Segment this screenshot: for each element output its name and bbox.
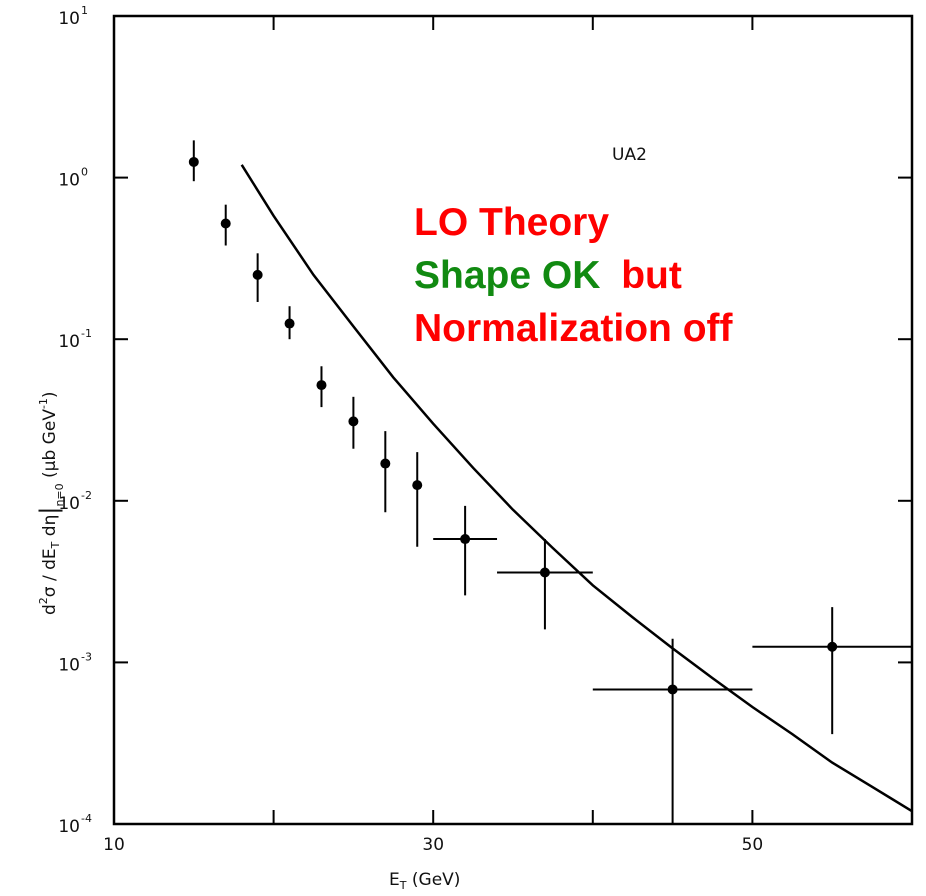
data-point — [827, 641, 838, 652]
data-point-group — [188, 140, 199, 182]
y-tick-label: 10 — [58, 655, 80, 675]
data-point — [252, 269, 263, 280]
data-point — [539, 567, 550, 578]
data-point-group — [497, 539, 593, 630]
annotation-line1: LO Theory — [414, 201, 609, 244]
data-point — [348, 416, 359, 427]
x-tick-label: 30 — [422, 835, 444, 855]
x-tick-label: 50 — [742, 835, 764, 855]
svg-text:ET (GeV): ET (GeV) — [389, 870, 460, 892]
annotation-shape-ok: Shape OK — [414, 254, 600, 297]
y-tick-label: 10 — [58, 171, 80, 191]
x-tick-label: 10 — [103, 835, 125, 855]
x-axis-title: ET (GeV) — [389, 870, 460, 892]
y-tick-exponent: 1 — [81, 4, 88, 17]
data-point-group — [348, 396, 359, 449]
y-tick-exponent: 0 — [81, 166, 88, 179]
y-tick-exponent: -4 — [81, 812, 92, 825]
annotation-block: LO Theory Shape OK but Normalization off — [414, 201, 734, 350]
data-points-layer — [188, 140, 912, 824]
theory-curve-layer — [240, 164, 913, 813]
data-point — [380, 458, 391, 469]
y-tick-label: 10 — [58, 332, 80, 352]
data-point-group — [380, 431, 391, 513]
data-point — [667, 684, 678, 695]
data-point-group — [433, 505, 498, 596]
data-point-group — [412, 452, 423, 547]
y-tick-exponent: -2 — [81, 489, 92, 502]
data-point-group — [316, 366, 327, 408]
annotation-but: but — [621, 254, 682, 297]
experiment-label: UA2 — [612, 145, 647, 165]
data-point-group — [252, 253, 263, 302]
y-tick-label: 10 — [58, 817, 80, 837]
data-point — [284, 318, 295, 329]
data-point — [460, 534, 471, 545]
data-point — [188, 156, 199, 167]
data-point-group — [220, 204, 231, 246]
annotation-line3: Normalization off — [414, 307, 734, 350]
plot-frame — [112, 14, 914, 826]
y-tick-label: 10 — [58, 494, 80, 514]
data-point — [316, 380, 327, 391]
y-tick-label: 10 — [58, 9, 80, 29]
y-tick-exponent: -1 — [81, 327, 92, 340]
lo-theory-curve — [240, 164, 913, 813]
data-point — [412, 480, 423, 491]
data-point — [220, 218, 231, 229]
y-tick-exponent: -3 — [81, 650, 92, 663]
data-point-group — [284, 306, 295, 340]
data-point-group — [752, 607, 912, 735]
annotation-line2: Shape OK but — [414, 254, 682, 297]
data-point-group — [592, 638, 753, 824]
axis-ticks — [114, 15, 912, 825]
